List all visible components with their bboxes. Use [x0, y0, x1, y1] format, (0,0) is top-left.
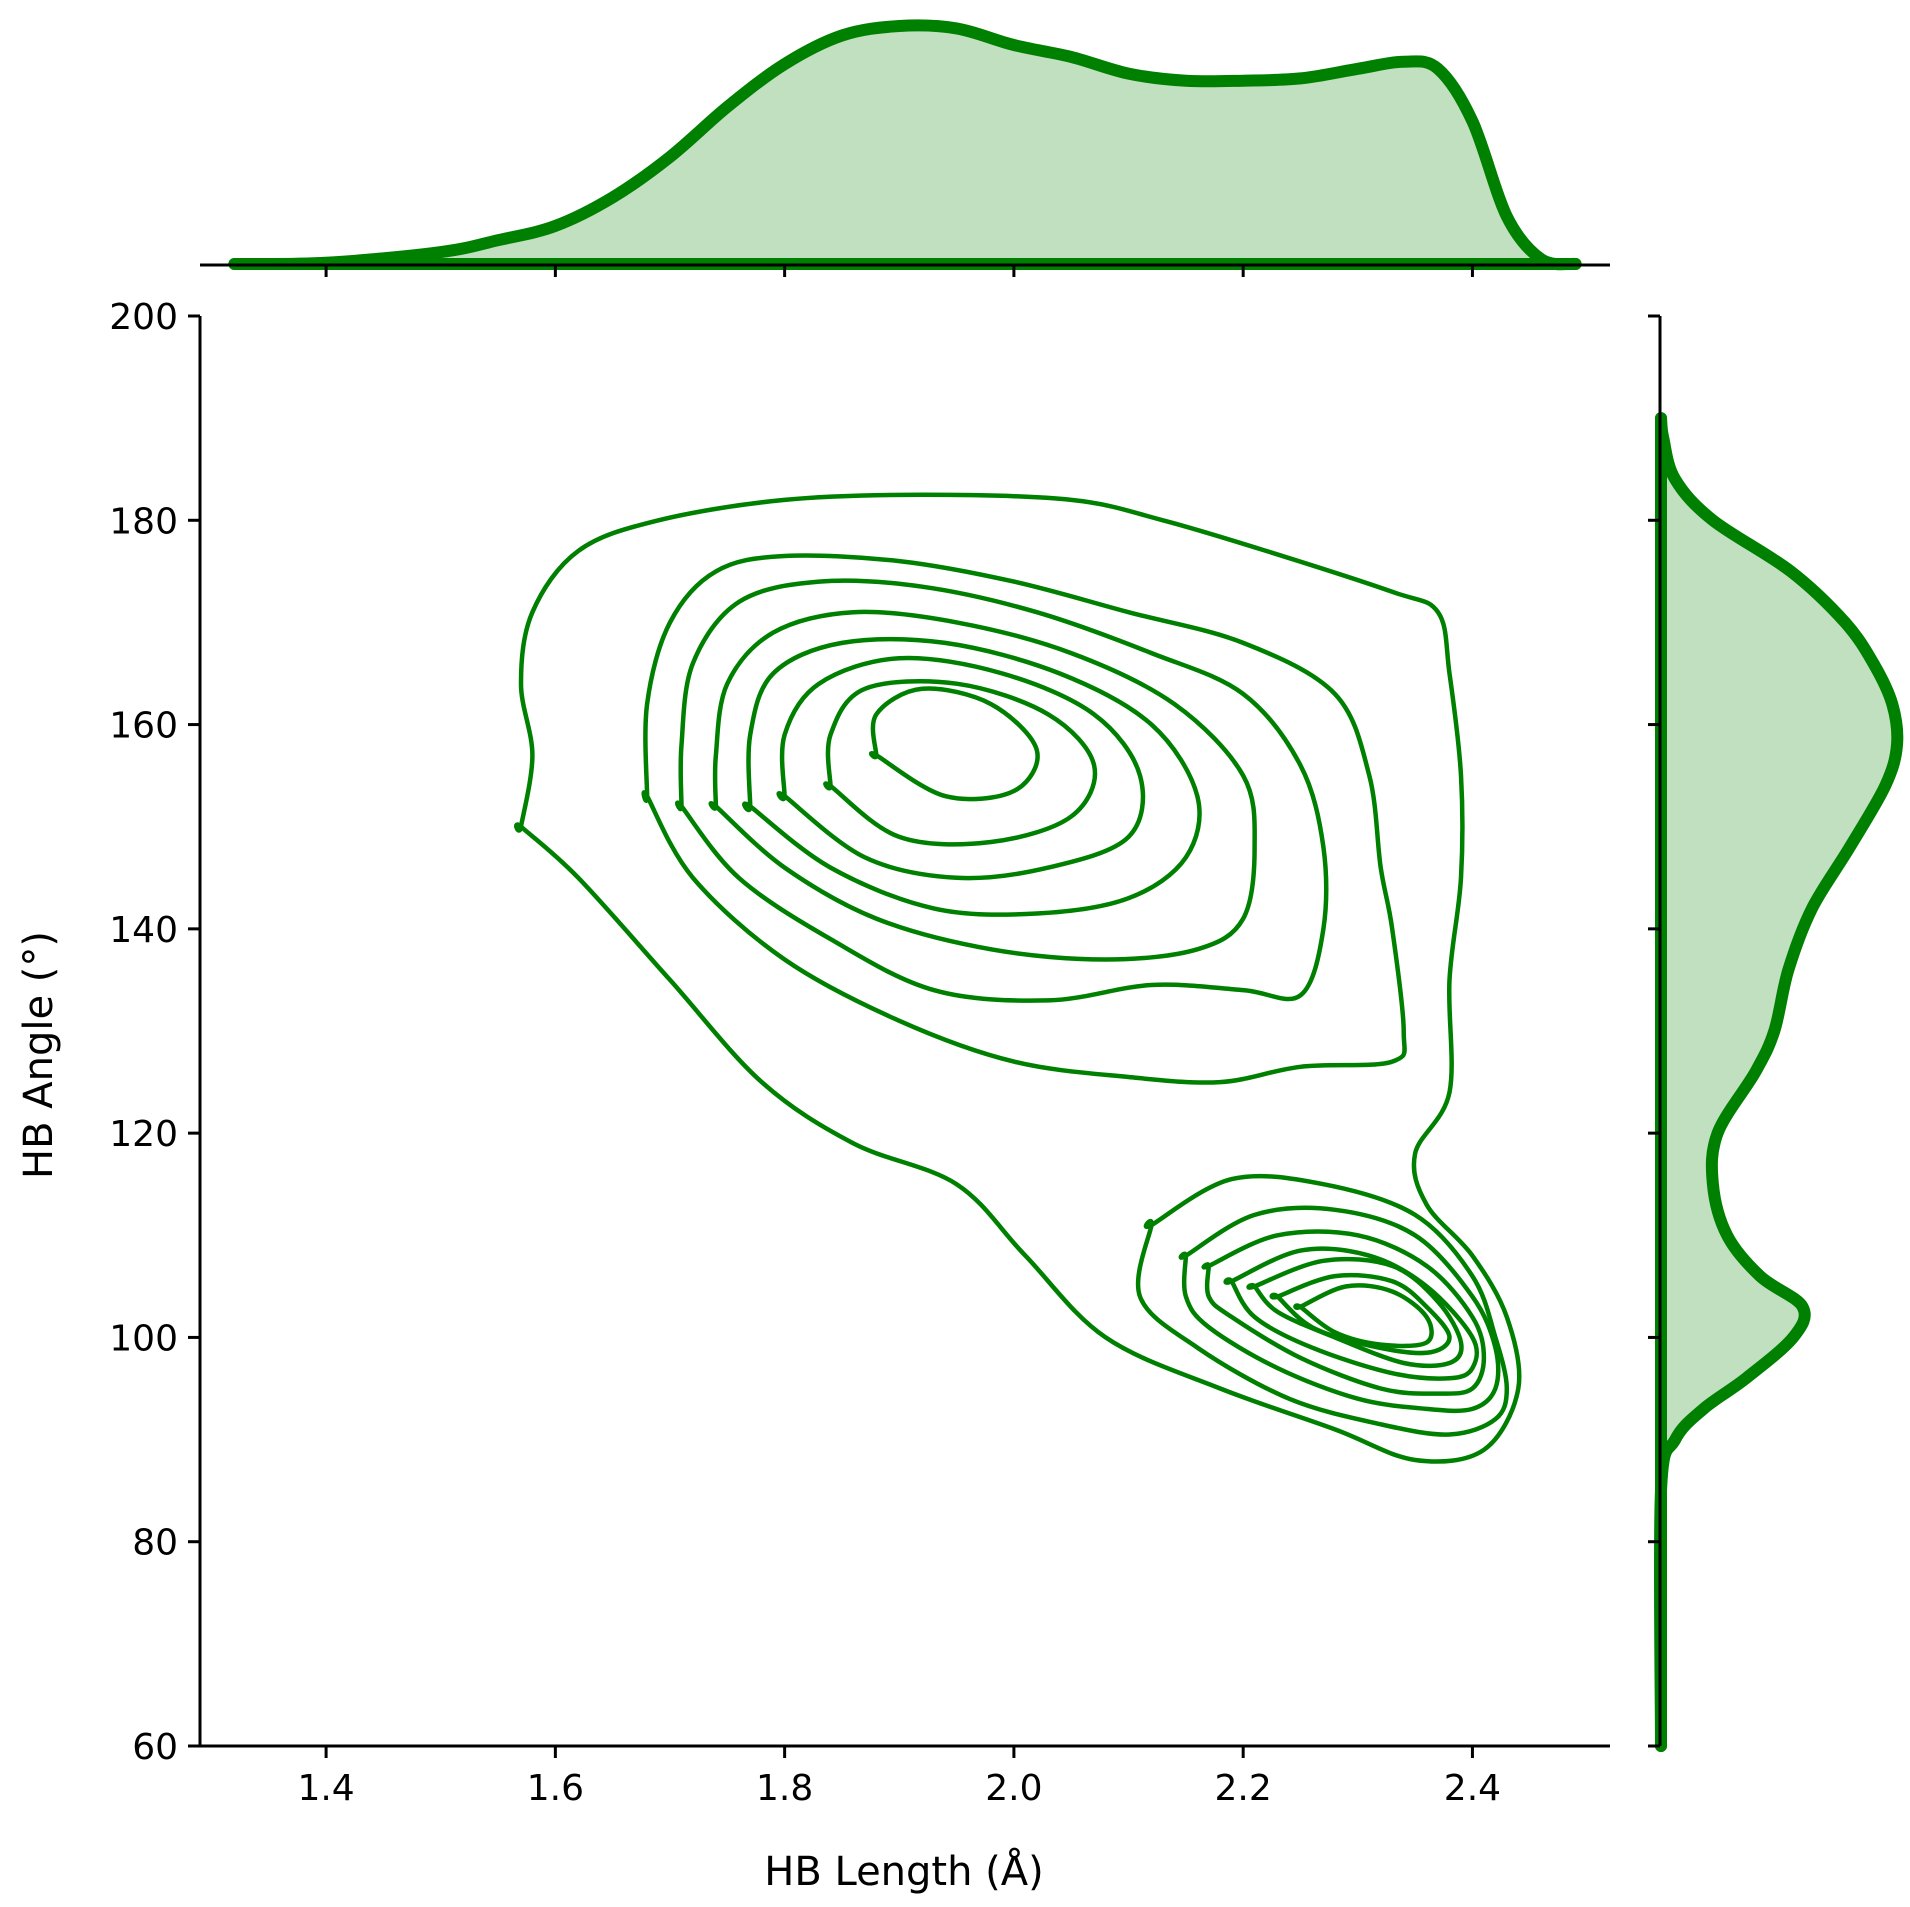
y-tick-label: 140	[109, 910, 178, 951]
y-tick-label: 120	[109, 1114, 178, 1155]
contour-line	[708, 609, 1257, 962]
contour-line	[742, 636, 1202, 917]
y-tick-label: 200	[109, 297, 178, 338]
marginal-x-density	[200, 19, 1610, 271]
y-tick-label: 180	[109, 501, 178, 542]
contour-line	[1269, 1272, 1452, 1356]
marginal-x-curve	[228, 19, 1582, 271]
contour-line	[1223, 1246, 1480, 1381]
y-axis-title: HB Angle (°)	[16, 931, 62, 1179]
x-tick-label: 2.0	[985, 1768, 1042, 1809]
y-tick-label: 80	[132, 1523, 178, 1564]
x-tick-label: 1.6	[527, 1768, 584, 1809]
x-tick-label: 2.2	[1215, 1768, 1272, 1809]
contour-line	[869, 686, 1040, 802]
contour-line	[675, 578, 1329, 1003]
contour-line	[641, 553, 1407, 1085]
marginal-y-curve	[1653, 412, 1904, 1752]
y-tick-label: 160	[109, 706, 178, 747]
contour-line	[1201, 1229, 1487, 1396]
y-tick-label: 100	[109, 1318, 178, 1359]
x-tick-label: 1.4	[297, 1768, 354, 1809]
x-axis-title: HB Length (Å)	[764, 1847, 1044, 1895]
y-tick-label: 60	[132, 1727, 178, 1768]
axes: 1.4 1.6 1.8 2.0 2.2 2.4 60 80 100 120 140 160 180 200	[109, 265, 1660, 1809]
contour-line	[1293, 1283, 1434, 1349]
contour-line	[514, 492, 1522, 1464]
contour-line	[1135, 1173, 1510, 1437]
marginal-y-fill	[1659, 418, 1898, 1747]
contour-lines	[514, 492, 1522, 1464]
contour-line	[776, 655, 1146, 881]
contour-line	[1178, 1205, 1501, 1414]
x-tick-label: 1.8	[756, 1768, 813, 1809]
x-tick-label: 2.4	[1444, 1768, 1501, 1809]
contour-line	[823, 678, 1098, 847]
contour-line	[1246, 1256, 1464, 1369]
marginal-y-density	[1653, 316, 1904, 1752]
